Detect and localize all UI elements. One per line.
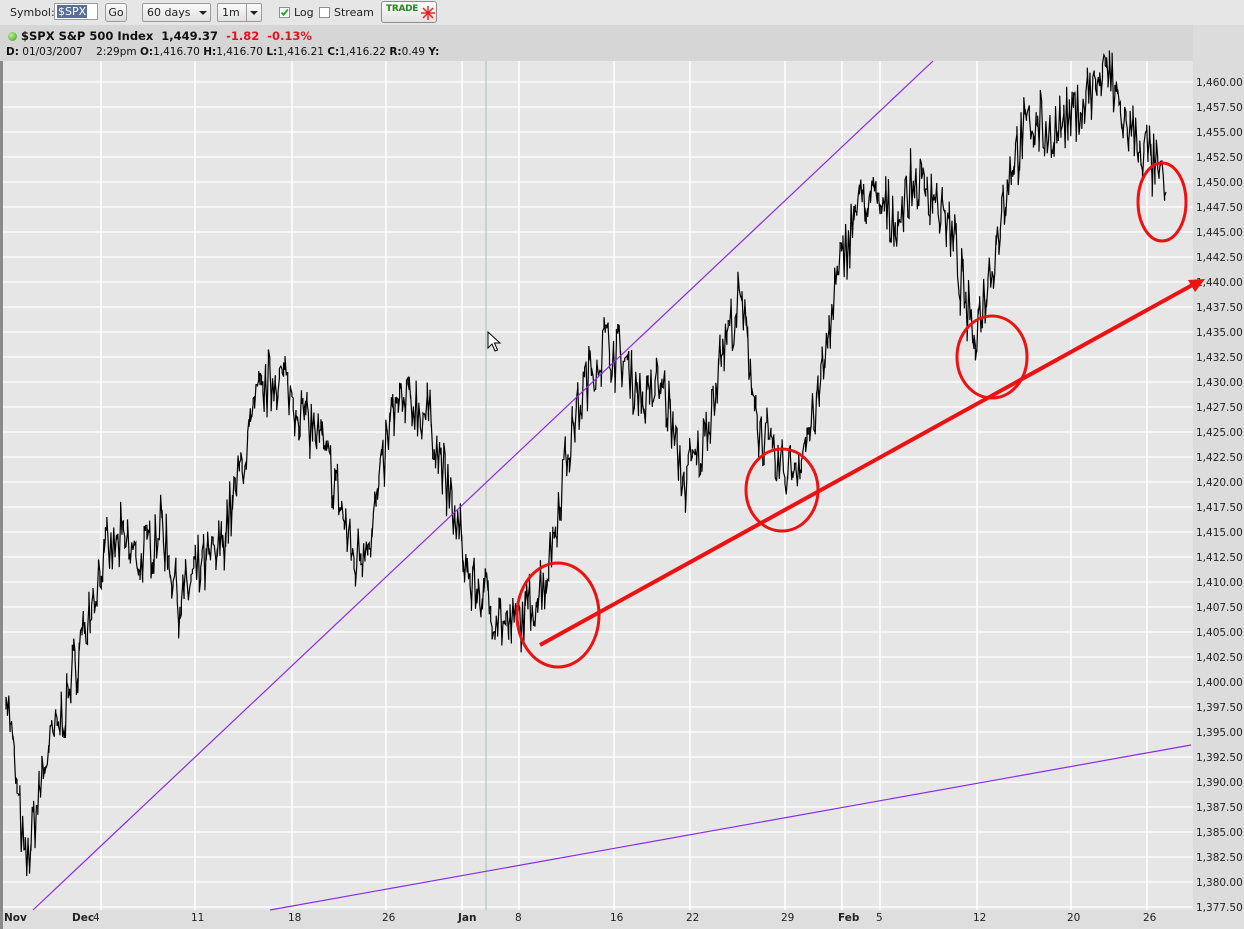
y-tick-label: 1,457.50 (1196, 102, 1243, 114)
x-tick-label: 16 (610, 912, 624, 924)
period-select[interactable]: 60 days (142, 3, 211, 22)
crosshair-time: 2:29pm (96, 46, 137, 58)
x-tick-label: 4 (93, 912, 100, 924)
x-tick-label: 8 (515, 912, 522, 924)
x-tick-label: Dec (72, 912, 94, 924)
y-tick-label: 1,395.00 (1196, 727, 1243, 739)
lower-trendline[interactable] (269, 744, 1192, 911)
arrow-head-icon (1188, 279, 1205, 292)
log-checkbox[interactable] (279, 7, 290, 18)
status-indicator-icon (8, 32, 17, 41)
symbol-input[interactable]: $SPX (54, 3, 98, 20)
quote-change: -1.82 (226, 29, 260, 43)
log-label: Log (294, 6, 314, 19)
x-tick-label: 5 (876, 912, 883, 924)
y-tick-label: 1,440.00 (1196, 277, 1243, 289)
y-tick-label: 1,405.00 (1196, 627, 1243, 639)
circle-low-1[interactable] (515, 561, 601, 669)
y-tick-label: 1,420.00 (1196, 477, 1243, 489)
chevron-down-icon (199, 11, 207, 15)
y-tick-label: 1,397.50 (1196, 702, 1243, 714)
quote-change-pct: -0.13% (267, 29, 312, 43)
y-tick-label: 1,425.00 (1196, 427, 1243, 439)
x-tick-label: Feb (838, 912, 860, 924)
price-series (5, 50, 1167, 877)
y-tick-label: 1,385.00 (1196, 827, 1243, 839)
x-tick-label: 11 (191, 912, 204, 924)
crosshair-open: 1,416.70 (153, 46, 200, 58)
y-tick-label: 1,460.00 (1196, 77, 1243, 89)
x-tick-label: Nov (4, 912, 27, 924)
quote-symbol: $SPX (21, 29, 55, 43)
interval-select[interactable]: 1m (217, 3, 262, 22)
x-tick-label: 29 (781, 912, 794, 924)
go-button[interactable]: Go (105, 3, 127, 22)
x-tick-label: 20 (1067, 912, 1080, 924)
support-annotation (515, 161, 1205, 669)
crosshair-high: 1,416.70 (216, 46, 263, 58)
stream-label: Stream (334, 6, 374, 19)
symbol-label: Symbol: (10, 6, 55, 19)
crosshair-range: 0.49 (401, 46, 426, 58)
y-axis-panel (1193, 25, 1244, 910)
y-tick-label: 1,402.50 (1196, 652, 1243, 664)
y-tick-label: 1,382.50 (1196, 852, 1243, 864)
y-tick-label: 1,387.50 (1196, 802, 1243, 814)
y-tick-label: 1,390.00 (1196, 777, 1243, 789)
y-axis-labels: 1,460.00 1,457.50 1,455.00 1,452.50 1,450.00… (1196, 77, 1243, 914)
plot-area[interactable] (3, 61, 1193, 910)
toolbar: Symbol: $SPX Go 60 days 1m Log Stream TR… (0, 0, 1244, 25)
y-tick-label: 1,447.50 (1196, 202, 1243, 214)
upper-trendline[interactable] (32, 60, 934, 911)
crosshair-low: 1,416.21 (277, 46, 324, 58)
quote-name: S&P 500 Index (58, 29, 154, 43)
x-tick-label: 26 (382, 912, 396, 924)
crosshair-readout: D: 01/03/2007 2:29pm O:1,416.70 H:1,416.… (6, 46, 440, 58)
y-tick-label: 1,392.50 (1196, 752, 1243, 764)
x-tick-label: 12 (973, 912, 986, 924)
quote-last: 1,449.37 (161, 29, 219, 43)
y-tick-label: 1,430.00 (1196, 377, 1243, 389)
y-tick-label: 1,410.00 (1196, 577, 1243, 589)
mouse-cursor-icon (487, 330, 502, 352)
trade-button[interactable]: TRADE (381, 1, 437, 23)
x-tick-label: 26 (1143, 912, 1157, 924)
circle-low-3[interactable] (955, 314, 1029, 400)
y-tick-label: 1,380.00 (1196, 877, 1243, 889)
y-tick-label: 1,442.50 (1196, 252, 1243, 264)
stream-checkbox[interactable] (319, 7, 330, 18)
y-tick-label: 1,452.50 (1196, 152, 1243, 164)
x-axis-panel (0, 910, 1244, 929)
y-tick-label: 1,450.00 (1196, 177, 1243, 189)
check-icon (280, 8, 289, 17)
y-tick-label: 1,455.00 (1196, 127, 1243, 139)
x-tick-label: 22 (686, 912, 699, 924)
y-tick-label: 1,377.50 (1196, 902, 1243, 914)
quote-info-bar: $SPX S&P 500 Index 1,449.37 -1.82 -0.13%… (0, 25, 1244, 61)
circle-low-2[interactable] (744, 447, 820, 533)
crosshair-close: 1,416.22 (339, 46, 386, 58)
y-tick-label: 1,417.50 (1196, 502, 1243, 514)
y-tick-label: 1,432.50 (1196, 352, 1243, 364)
crosshair-date: 01/03/2007 (22, 46, 83, 58)
y-tick-label: 1,435.00 (1196, 327, 1243, 339)
y-tick-label: 1,445.00 (1196, 227, 1243, 239)
x-tick-label: 18 (288, 912, 301, 924)
y-tick-label: 1,400.00 (1196, 677, 1243, 689)
starburst-icon (421, 6, 435, 20)
chevron-down-icon (250, 11, 258, 15)
y-tick-label: 1,427.50 (1196, 402, 1243, 414)
circle-current[interactable] (1136, 161, 1188, 243)
y-tick-label: 1,415.00 (1196, 527, 1243, 539)
y-tick-label: 1,412.50 (1196, 552, 1243, 564)
x-tick-label: Jan (457, 912, 476, 924)
y-tick-label: 1,437.50 (1196, 302, 1243, 314)
y-tick-label: 1,422.50 (1196, 452, 1243, 464)
quote-line: $SPX S&P 500 Index 1,449.37 -1.82 -0.13% (8, 29, 312, 43)
y-tick-label: 1,407.50 (1196, 602, 1243, 614)
red-support-arrow[interactable] (539, 281, 1197, 647)
horizontal-gridlines (3, 81, 1193, 908)
